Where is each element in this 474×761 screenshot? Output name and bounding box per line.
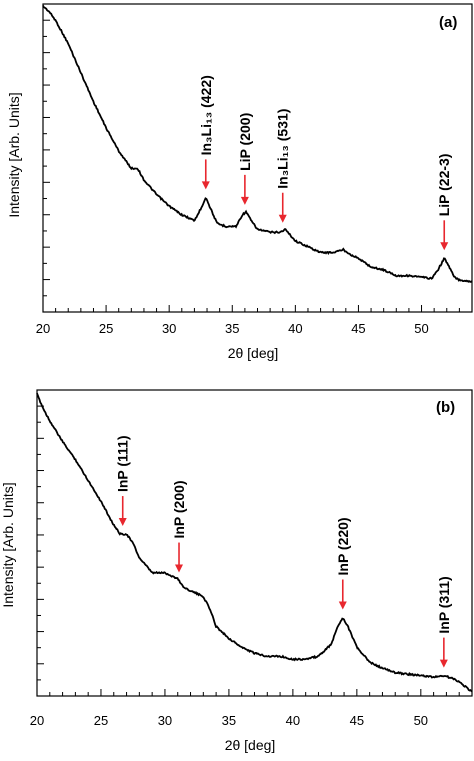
peak-label: InP (311) xyxy=(436,576,452,633)
peak-label: InP (220) xyxy=(335,517,351,575)
peak-label: In₃Li₁₃ (531) xyxy=(275,109,291,189)
peak-arrowhead xyxy=(201,181,210,190)
x-tick-label: 20 xyxy=(36,321,50,336)
x-tick-labels: 20 25 30 35 40 45 50 xyxy=(30,713,428,728)
x-tick-label: 40 xyxy=(288,321,302,336)
peak-annotations: In₃Li₁₃ (422) LiP (200) In₃Li₁₃ (531) LiP (… xyxy=(198,75,452,251)
peak-label: In₃Li₁₃ (422) xyxy=(198,75,214,155)
plot-frame xyxy=(36,389,473,697)
y-axis-label: Intensity [Arb. Units] xyxy=(0,482,16,607)
x-tick-label: 50 xyxy=(414,321,428,336)
peak-label: InP (200) xyxy=(171,480,187,538)
y-tick-marks xyxy=(37,405,44,681)
x-tick-label: 25 xyxy=(94,713,108,728)
panel-a: In₃Li₁₃ (422) LiP (200) In₃Li₁₃ (531) LiP (… xyxy=(6,3,473,361)
peak-arrowhead xyxy=(118,518,127,527)
peak-arrowhead xyxy=(440,242,449,251)
x-tick-label: 40 xyxy=(286,713,300,728)
diffraction-curve xyxy=(36,392,473,693)
x-tick-label: 35 xyxy=(222,713,236,728)
peak-arrowhead xyxy=(240,196,249,205)
x-tick-labels: 20 25 30 35 40 45 50 xyxy=(36,321,429,336)
x-axis-label: 2θ [deg] xyxy=(228,345,279,361)
x-tick-label: 30 xyxy=(158,713,172,728)
peak-arrowhead xyxy=(338,601,347,610)
plot-frame xyxy=(42,3,473,313)
peak-annotations: InP (111) InP (200) InP (220) InP (311) xyxy=(115,435,452,668)
peak-label: LiP (22-3) xyxy=(436,154,452,217)
peak-arrowhead xyxy=(175,564,184,573)
peak-arrowhead xyxy=(278,214,287,223)
y-axis-label: Intensity [Arb. Units] xyxy=(6,92,22,217)
panel-label: (a) xyxy=(439,14,457,31)
peak-label: InP (111) xyxy=(115,435,131,492)
panel-b: InP (111)InP (200)InP (220)InP (311) 20 2… xyxy=(0,389,473,753)
x-tick-marks xyxy=(36,689,473,696)
y-tick-marks xyxy=(43,19,50,297)
x-tick-label: 45 xyxy=(351,321,365,336)
x-tick-marks xyxy=(42,305,473,312)
x-axis-label: 2θ [deg] xyxy=(225,737,276,753)
x-tick-label: 20 xyxy=(30,713,44,728)
diffraction-curve xyxy=(42,5,473,283)
x-tick-label: 30 xyxy=(162,321,176,336)
panel-label: (b) xyxy=(436,399,455,416)
x-tick-label: 35 xyxy=(225,321,239,336)
peak-arrowhead xyxy=(439,659,448,668)
x-tick-label: 50 xyxy=(414,713,428,728)
x-tick-label: 25 xyxy=(99,321,113,336)
peak-label: LiP (200) xyxy=(237,113,253,171)
x-tick-label: 45 xyxy=(350,713,364,728)
